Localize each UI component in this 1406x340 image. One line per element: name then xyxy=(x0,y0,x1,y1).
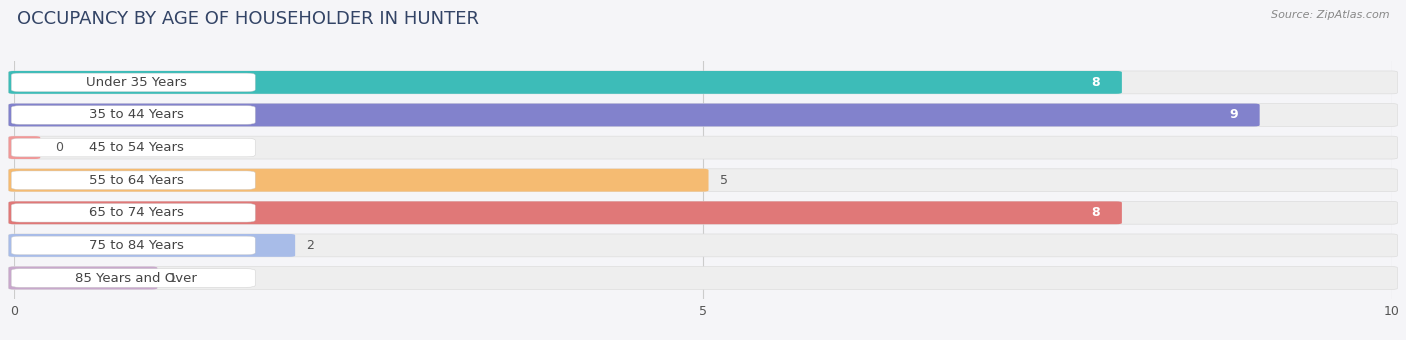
FancyBboxPatch shape xyxy=(8,234,295,257)
FancyBboxPatch shape xyxy=(8,136,41,159)
Text: 8: 8 xyxy=(1091,76,1099,89)
Text: 75 to 84 Years: 75 to 84 Years xyxy=(89,239,183,252)
FancyBboxPatch shape xyxy=(11,236,256,255)
Text: 85 Years and Over: 85 Years and Over xyxy=(75,272,197,285)
Text: 5: 5 xyxy=(720,174,727,187)
FancyBboxPatch shape xyxy=(8,71,1398,94)
FancyBboxPatch shape xyxy=(8,136,1398,159)
Text: 0: 0 xyxy=(55,141,63,154)
FancyBboxPatch shape xyxy=(8,71,1122,94)
FancyBboxPatch shape xyxy=(11,138,256,157)
Text: 9: 9 xyxy=(1229,108,1237,121)
Text: OCCUPANCY BY AGE OF HOUSEHOLDER IN HUNTER: OCCUPANCY BY AGE OF HOUSEHOLDER IN HUNTE… xyxy=(17,10,479,28)
FancyBboxPatch shape xyxy=(8,267,1398,289)
FancyBboxPatch shape xyxy=(11,73,256,91)
FancyBboxPatch shape xyxy=(11,204,256,222)
FancyBboxPatch shape xyxy=(8,201,1398,224)
FancyBboxPatch shape xyxy=(8,267,157,289)
Text: Under 35 Years: Under 35 Years xyxy=(86,76,187,89)
FancyBboxPatch shape xyxy=(8,169,709,192)
Text: Source: ZipAtlas.com: Source: ZipAtlas.com xyxy=(1271,10,1389,20)
FancyBboxPatch shape xyxy=(8,201,1122,224)
FancyBboxPatch shape xyxy=(11,171,256,189)
Text: 65 to 74 Years: 65 to 74 Years xyxy=(89,206,183,219)
FancyBboxPatch shape xyxy=(8,104,1398,126)
FancyBboxPatch shape xyxy=(8,234,1398,257)
FancyBboxPatch shape xyxy=(8,104,1260,126)
FancyBboxPatch shape xyxy=(11,106,256,124)
Text: 45 to 54 Years: 45 to 54 Years xyxy=(89,141,183,154)
FancyBboxPatch shape xyxy=(8,169,1398,192)
Text: 1: 1 xyxy=(169,272,176,285)
Text: 2: 2 xyxy=(307,239,314,252)
Text: 35 to 44 Years: 35 to 44 Years xyxy=(89,108,183,121)
Text: 55 to 64 Years: 55 to 64 Years xyxy=(89,174,183,187)
Text: 8: 8 xyxy=(1091,206,1099,219)
FancyBboxPatch shape xyxy=(11,269,256,287)
